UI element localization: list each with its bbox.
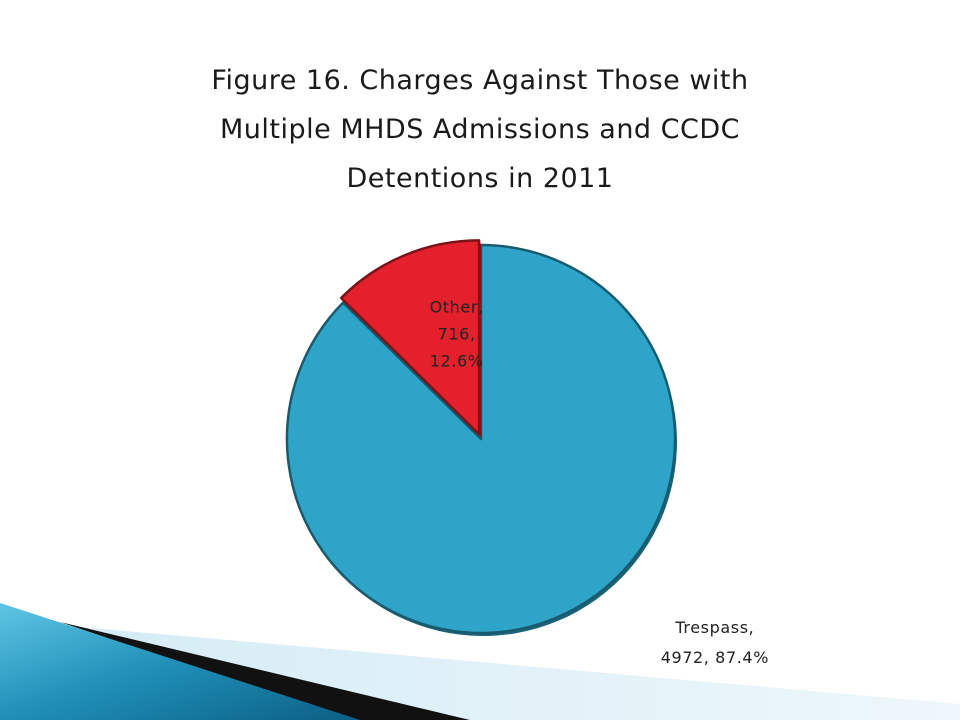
- chart-title-line-2: Multiple MHDS Admissions and CCDC: [219, 114, 741, 145]
- data-label-line: Trespass,: [674, 618, 754, 637]
- data-label-trespass: Trespass, 4972, 87.4%: [661, 618, 769, 667]
- chart-title-line-3: Detentions in 2011: [346, 163, 614, 194]
- data-label-line: 716,: [438, 324, 476, 343]
- pie-slice-trespass: [285, 243, 677, 635]
- chart-title: Figure 16. Charges Against Those with Mu…: [130, 56, 830, 203]
- data-label-other: Other, 716, 12.6%: [430, 297, 484, 370]
- teal-wedge: [0, 603, 360, 720]
- data-label-line: 12.6%: [430, 351, 484, 370]
- pie-slice-group-other: [339, 239, 482, 438]
- dark-swoosh: [60, 622, 470, 720]
- pie-slice-other: [339, 239, 481, 436]
- data-label-line: 4972, 87.4%: [661, 648, 769, 667]
- chart-title-line-1: Figure 16. Charges Against Those with: [211, 65, 749, 96]
- data-label-line: Other,: [430, 297, 484, 316]
- pie-slice-group-trespass: [285, 243, 677, 636]
